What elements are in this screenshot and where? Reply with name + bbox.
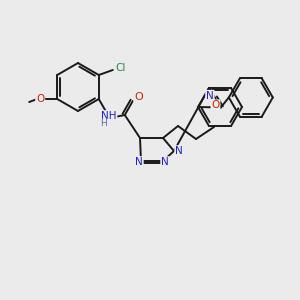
Text: N: N bbox=[175, 146, 183, 156]
Text: NH: NH bbox=[101, 111, 116, 121]
Text: Cl: Cl bbox=[116, 63, 126, 73]
Text: N: N bbox=[206, 91, 214, 101]
Text: N: N bbox=[135, 157, 143, 167]
Text: O: O bbox=[134, 92, 143, 102]
Text: H: H bbox=[100, 119, 107, 128]
Text: O: O bbox=[36, 94, 44, 104]
Text: N: N bbox=[161, 157, 169, 167]
Text: O: O bbox=[211, 100, 220, 110]
